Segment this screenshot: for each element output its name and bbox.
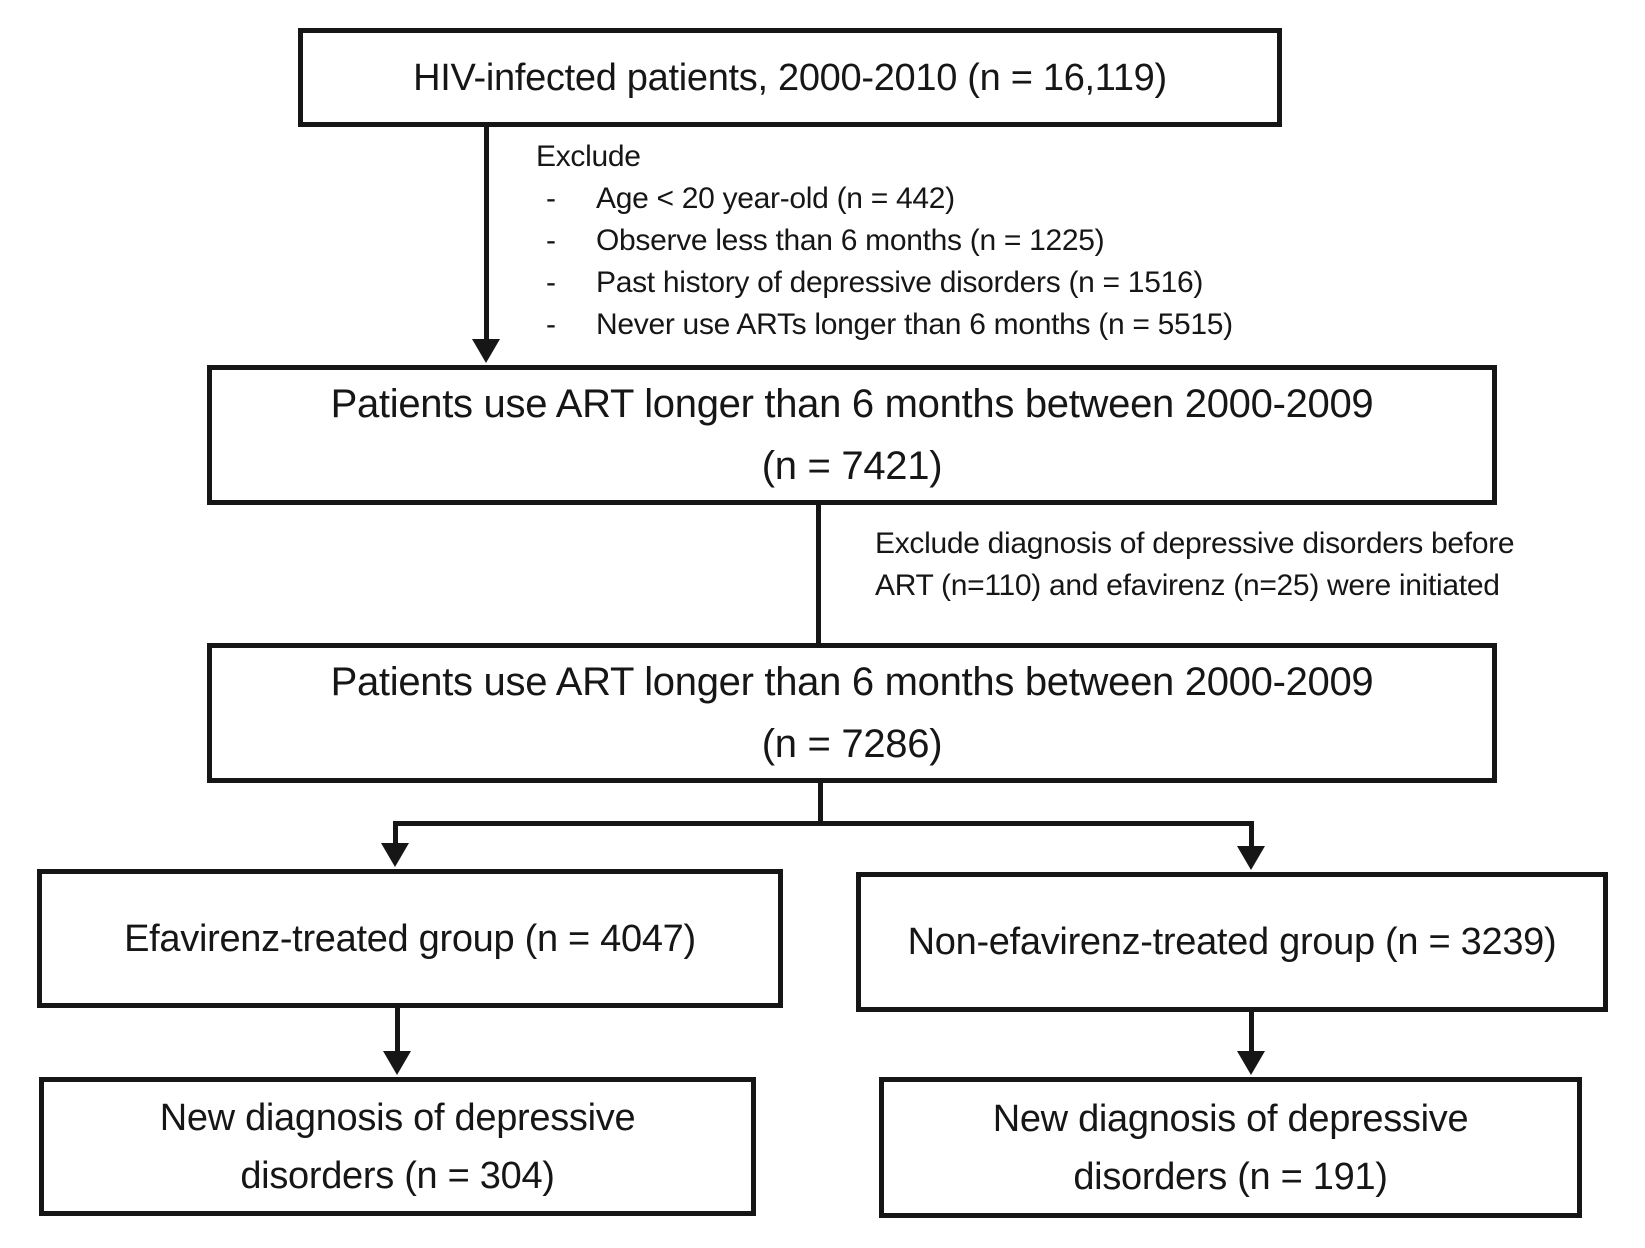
exclusion-item-text: Past history of depressive disorders (n … <box>596 266 1204 299</box>
box-non-efavirenz-group: Non-efavirenz-treated group (n = 3239) <box>856 872 1608 1012</box>
box-source-population-text: HIV-infected patients, 2000-2010 (n = 16… <box>413 56 1167 99</box>
connector-branch-rail <box>393 821 1254 826</box>
exclusion-item-text: Never use ARTs longer than 6 months (n =… <box>596 308 1233 341</box>
connector-drop-left <box>393 821 398 847</box>
connector-drop-right <box>1249 821 1254 850</box>
box-outcome-non-efavirenz-line1: New diagnosis of depressive <box>992 1097 1469 1140</box>
arrow-down-icon <box>381 843 409 867</box>
connector-line-efavirenz-to-outcome <box>395 1008 400 1054</box>
exclusion-item-text: Age < 20 year-old (n = 442) <box>596 182 955 215</box>
arrow-down-icon <box>1237 846 1265 870</box>
box-art-cohort-line1: Patients use ART longer than 6 months be… <box>330 382 1374 426</box>
arrow-down-icon <box>472 339 500 363</box>
bullet-dash: - <box>546 266 556 299</box>
box-art-cohort-filtered-line1: Patients use ART longer than 6 months be… <box>330 660 1374 704</box>
connector-line-non-efavirenz-to-outcome <box>1249 1012 1254 1054</box>
connector-branch-stub <box>818 783 823 826</box>
arrow-down-icon <box>383 1051 411 1075</box>
box-efavirenz-group: Efavirenz-treated group (n = 4047) <box>37 869 783 1008</box>
box-art-cohort: Patients use ART longer than 6 months be… <box>207 365 1497 505</box>
connector-line-source-to-cohort <box>484 127 489 341</box>
exclusion-item: - Never use ARTs longer than 6 months (n… <box>536 304 1233 346</box>
bullet-dash: - <box>546 182 556 215</box>
box-art-cohort-line2: (n = 7421) <box>761 444 943 488</box>
box-efavirenz-group-text: Efavirenz-treated group (n = 4047) <box>124 917 696 960</box>
bullet-dash: - <box>546 224 556 257</box>
box-art-cohort-filtered-line2: (n = 7286) <box>761 722 943 766</box>
box-non-efavirenz-group-text: Non-efavirenz-treated group (n = 3239) <box>907 921 1557 963</box>
arrow-down-icon <box>1237 1051 1265 1075</box>
exclusion-item-text: Observe less than 6 months (n = 1225) <box>596 224 1105 257</box>
exclusion-item: - Age < 20 year-old (n = 442) <box>536 178 1233 220</box>
exclusion-note-2-line1: Exclude diagnosis of depressive disorder… <box>875 527 1515 560</box>
box-art-cohort-filtered: Patients use ART longer than 6 months be… <box>207 643 1497 783</box>
exclusion-item: - Past history of depressive disorders (… <box>536 262 1233 304</box>
exclusion-item: - Observe less than 6 months (n = 1225) <box>536 220 1233 262</box>
box-outcome-efavirenz-line2: disorders (n = 304) <box>240 1154 555 1197</box>
exclusion-note-2: Exclude diagnosis of depressive disorder… <box>875 523 1515 607</box>
box-source-population: HIV-infected patients, 2000-2010 (n = 16… <box>298 28 1282 127</box>
bullet-dash: - <box>546 308 556 341</box>
box-outcome-efavirenz-line1: New diagnosis of depressive <box>159 1096 636 1139</box>
exclusion-note-1: Exclude - Age < 20 year-old (n = 442) - … <box>536 136 1233 346</box>
box-outcome-efavirenz: New diagnosis of depressive disorders (n… <box>39 1077 756 1216</box>
exclusion-note-2-line2: ART (n=110) and efavirenz (n=25) were in… <box>875 569 1500 602</box>
box-outcome-non-efavirenz: New diagnosis of depressive disorders (n… <box>879 1077 1582 1218</box>
box-outcome-non-efavirenz-line2: disorders (n = 191) <box>1073 1155 1388 1198</box>
exclusion-note-1-heading: Exclude <box>536 140 641 173</box>
connector-line-cohort-to-filtered <box>816 505 821 643</box>
